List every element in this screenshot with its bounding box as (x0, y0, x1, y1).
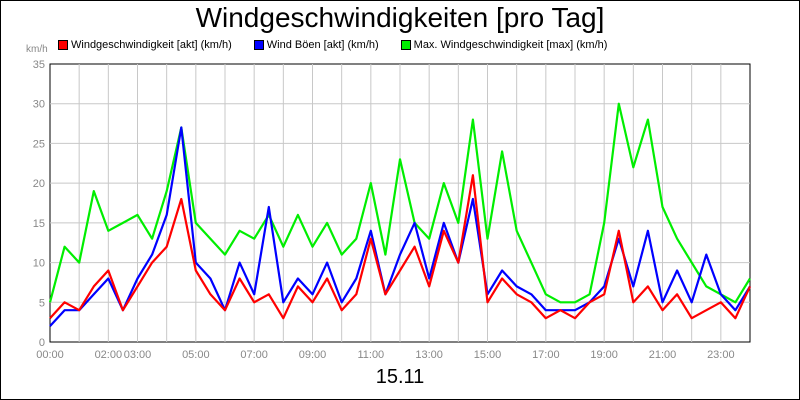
legend-item-akt: Windgeschwindigkeit [akt] (km/h) (58, 39, 232, 51)
legend-label-boeen: Wind Böen [akt] (km/h) (266, 39, 379, 51)
series-line-0 (49, 174, 751, 320)
x-tick-label: 17:00 (532, 349, 560, 361)
y-tick-label: 30 (33, 99, 45, 111)
x-tick-label: 07:00 (240, 349, 268, 361)
x-tick-label: 00:00 (36, 349, 64, 361)
legend-swatch-boeen (253, 40, 264, 50)
x-tick-label: 11:00 (357, 349, 384, 361)
series-line-1 (49, 126, 751, 327)
legend-swatch-akt (58, 40, 68, 50)
x-tick-label: 09:00 (299, 349, 327, 361)
y-tick-label: 35 (33, 59, 45, 71)
y-tick-label: 20 (33, 178, 45, 190)
x-tick-label: 21:00 (649, 349, 677, 361)
x-tick-label: 15:00 (474, 349, 502, 361)
y-axis-unit-label: km/h (26, 44, 48, 55)
x-tick-label: 05:00 (182, 349, 210, 361)
legend-swatch-max (400, 40, 411, 50)
y-tick-label: 25 (33, 138, 45, 150)
y-tick-label: 15 (33, 218, 45, 230)
y-tick-label: 0 (39, 337, 45, 349)
y-ticks: 0 5 10 15 20 25 30 35 (33, 59, 45, 349)
chart-title: Windgeschwindigkeiten [pro Tag] (195, 2, 605, 33)
legend-label-max: Max. Windgeschwindigkeit [max] (km/h) (413, 39, 608, 51)
y-tick-label: 10 (33, 258, 45, 270)
x-tick-label: 19:00 (590, 349, 618, 361)
x-tick-label: 03:00 (124, 349, 152, 361)
legend-item-max: Max. Windgeschwindigkeit [max] (km/h) (400, 39, 608, 51)
x-tick-label: 13:00 (415, 349, 443, 361)
legend-item-boeen: Wind Böen [akt] (km/h) (253, 39, 379, 51)
x-ticks: 00:00 02:00 03:00 05:00 07:00 09:00 11:00 13:00… (36, 349, 734, 361)
date-label: 15.11 (375, 366, 425, 388)
x-tick-label: 02:00 (95, 349, 123, 361)
y-tick-label: 5 (39, 297, 45, 309)
legend-label-akt: Windgeschwindigkeit [akt] (km/h) (71, 39, 232, 51)
series-line-2 (48, 102, 751, 304)
legend: Windgeschwindigkeit [akt] (km/h) Wind Bö… (58, 39, 629, 51)
x-tick-label: 23:00 (707, 349, 735, 361)
series-lines (48, 102, 751, 327)
